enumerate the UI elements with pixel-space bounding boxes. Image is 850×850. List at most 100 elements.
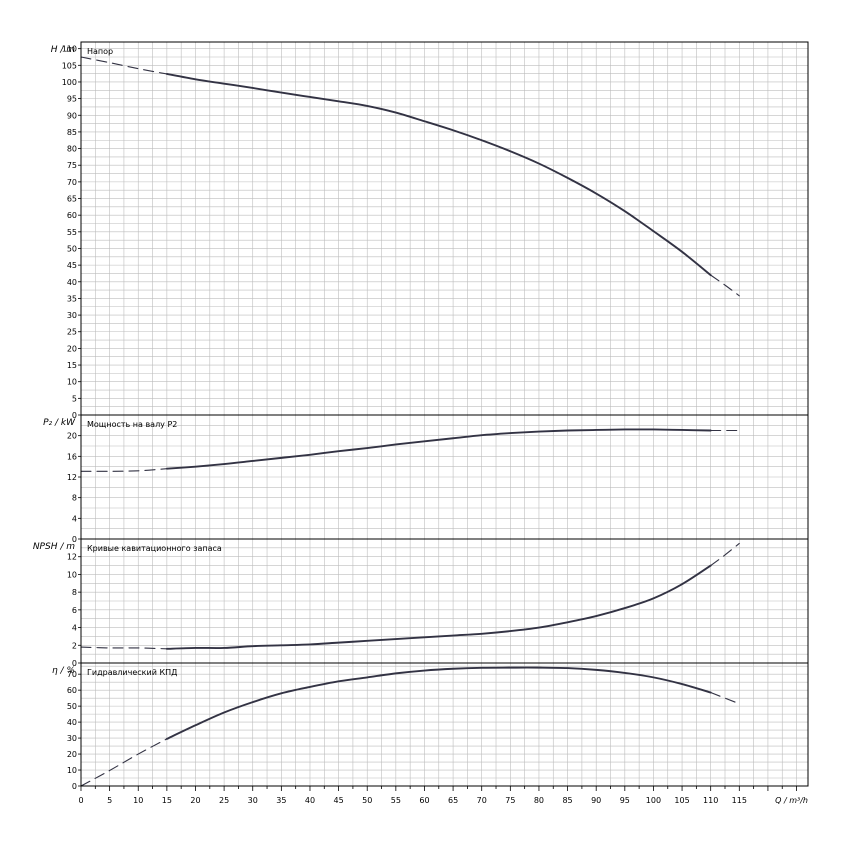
ytick-label-npsh: 12 (67, 553, 77, 562)
ytick-label-efficiency: 50 (67, 702, 77, 711)
xtick-label: 110 (703, 796, 718, 805)
ytick-label-head: 5 (72, 394, 77, 403)
panel-title-power: Мощность на валу P2 (87, 420, 177, 429)
ytick-label-power: 8 (72, 494, 77, 503)
panel-efficiency: 0 10 20 30 40 50 60 70η / % Гидравлический КПД (52, 662, 809, 791)
grid-power (81, 415, 808, 539)
ytick-label-head: 25 (67, 328, 77, 337)
x-axis: 0 5 10 15 20 25 30 35 40 45 50 55 60 65 70 75 80 85 90 95 10… (78, 786, 808, 805)
ytick-label-npsh: 0 (72, 659, 77, 668)
xtick-label: 100 (646, 796, 661, 805)
panel-frame-efficiency (80, 662, 809, 787)
ytick-label-npsh: 4 (72, 624, 77, 633)
curve-dashed-end-efficiency (710, 692, 740, 705)
xtick-label: 90 (591, 796, 601, 805)
ytick-label-npsh: 8 (72, 588, 77, 597)
ytick-label-efficiency: 0 (72, 782, 77, 791)
panel-frame-head (80, 41, 809, 416)
xtick-label: 80 (534, 796, 544, 805)
ytick-label-power: 4 (72, 514, 77, 523)
ylabel-power: P₂ / kW (43, 418, 76, 428)
ytick-label-head: 95 (67, 95, 77, 104)
ytick-label-head: 10 (67, 378, 77, 387)
ytick-label-efficiency: 10 (67, 766, 77, 775)
ylabel-head: H / m (51, 45, 76, 55)
ytick-label-efficiency: 30 (67, 734, 77, 743)
curve-dashed-start-power (80, 468, 168, 472)
ylabel-npsh: NPSH / m (33, 542, 75, 552)
ytick-label-head: 45 (67, 261, 77, 270)
panel-title-npsh: Кривые кавитационного запаса (87, 544, 222, 553)
xtick-label: 0 (78, 796, 83, 805)
ytick-label-efficiency: 70 (67, 670, 77, 679)
xtick-label: 35 (276, 796, 286, 805)
xtick-label: 20 (190, 796, 200, 805)
xtick-label: 65 (448, 796, 458, 805)
grid-npsh (81, 539, 808, 663)
ytick-label-head: 40 (67, 278, 77, 287)
panel-head: 0 5 10 15 20 25 30 35 40 45 50 55 60 65 70 75 80 85 90 95 10… (51, 41, 809, 420)
panel-title-efficiency: Гидравлический КПД (87, 668, 177, 677)
ytick-label-npsh: 10 (67, 570, 77, 579)
ytick-label-npsh: 6 (72, 606, 77, 615)
curve-head (165, 73, 712, 277)
ylabel-efficiency: η / % (52, 666, 75, 676)
x-axis-label: Q / m³/h (775, 796, 808, 805)
ytick-label-efficiency: 60 (67, 686, 77, 695)
ytick-label-head: 100 (62, 78, 77, 87)
xtick-label: 60 (419, 796, 429, 805)
curve-power (165, 428, 712, 470)
ytick-label-head: 15 (67, 361, 77, 370)
ytick-label-efficiency: 40 (67, 718, 77, 727)
ytick-label-head: 50 (67, 244, 77, 253)
ytick-label-head: 65 (67, 195, 77, 204)
ytick-label-power: 16 (67, 452, 77, 461)
curve-efficiency (165, 666, 712, 740)
ytick-label-head: 35 (67, 294, 77, 303)
ytick-label-head: 55 (67, 228, 77, 237)
xtick-label: 75 (505, 796, 515, 805)
ytick-label-head: 30 (67, 311, 77, 320)
xtick-label: 5 (107, 796, 112, 805)
panel-power: 0 4 8 12 16 20 P₂ / kW Мощность на валу P2 (43, 414, 809, 544)
xtick-label: 15 (162, 796, 172, 805)
panel-title-head: Напор (87, 47, 113, 56)
ytick-label-head: 80 (67, 145, 77, 154)
ytick-label-head: 70 (67, 178, 77, 187)
ytick-label-power: 0 (72, 535, 77, 544)
ytick-label-power: 12 (67, 473, 77, 482)
xtick-label: 30 (248, 796, 258, 805)
ytick-label-head: 85 (67, 128, 77, 137)
panels-layer: 0510152025303540455055606570758085909510… (33, 41, 809, 791)
curve-dashed-start-efficiency (80, 738, 168, 787)
xtick-label: 85 (562, 796, 572, 805)
ytick-label-head: 60 (67, 211, 77, 220)
ytick-label-head: 20 (67, 344, 77, 353)
xtick-label: 115 (732, 796, 747, 805)
curve-dashed-end-npsh (710, 542, 740, 567)
xtick-label: 95 (620, 796, 630, 805)
ytick-label-head: 0 (72, 411, 77, 420)
xtick-label: 50 (362, 796, 372, 805)
curve-dashed-end-head (710, 274, 740, 297)
xtick-label: 10 (133, 796, 143, 805)
xtick-label: 105 (674, 796, 689, 805)
xtick-label: 40 (305, 796, 315, 805)
grid-head (81, 42, 808, 415)
xtick-label: 55 (391, 796, 401, 805)
ytick-label-head: 110 (62, 45, 77, 54)
ytick-label-head: 105 (62, 61, 77, 70)
xtick-label: 70 (477, 796, 487, 805)
ytick-label-head: 75 (67, 161, 77, 170)
ytick-label-head: 90 (67, 111, 77, 120)
curve-npsh (165, 564, 712, 650)
ytick-label-npsh: 2 (72, 641, 77, 650)
xtick-label: 25 (219, 796, 229, 805)
curve-dashed-start-npsh (80, 646, 168, 650)
grid-efficiency (81, 663, 808, 786)
ytick-label-efficiency: 20 (67, 750, 77, 759)
xtick-label: 45 (334, 796, 344, 805)
ytick-label-power: 20 (67, 432, 77, 441)
